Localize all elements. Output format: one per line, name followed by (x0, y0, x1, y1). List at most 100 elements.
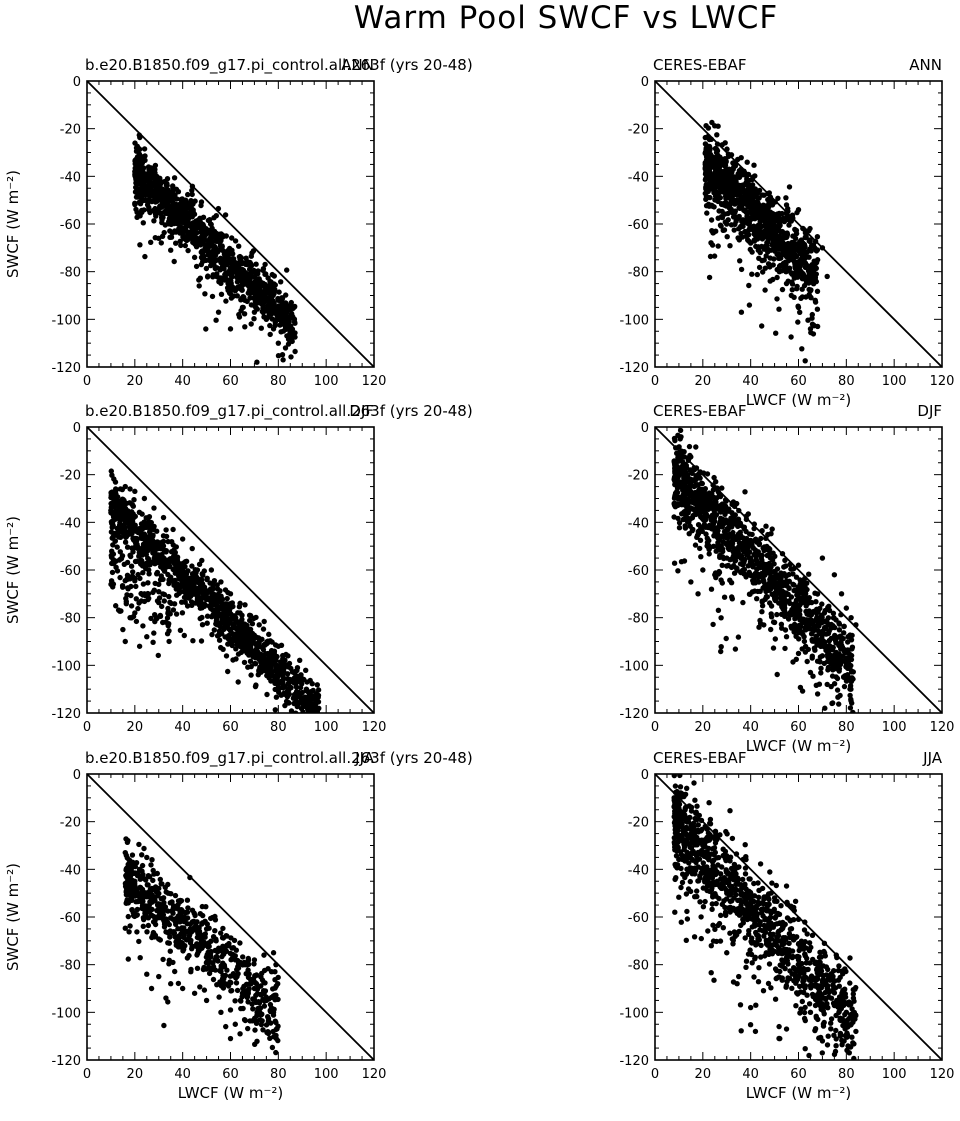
data-point (737, 258, 743, 264)
data-point (749, 182, 756, 188)
data-point (725, 193, 731, 200)
data-point (115, 530, 121, 536)
data-point (789, 239, 795, 246)
data-point (756, 195, 762, 201)
data-point (167, 234, 173, 240)
data-point (110, 581, 117, 587)
data-point (801, 638, 808, 645)
data-point (729, 209, 735, 216)
data-point (782, 645, 788, 652)
data-point (282, 322, 288, 328)
data-point (274, 675, 280, 681)
data-point (165, 557, 171, 563)
data-point (729, 594, 735, 600)
data-point (257, 654, 263, 661)
scatter-points (132, 132, 298, 365)
y-tick-label: -40 (60, 170, 81, 185)
data-point (713, 530, 720, 537)
data-point (226, 632, 232, 639)
data-point (134, 209, 140, 215)
data-point (247, 626, 254, 633)
data-point (263, 651, 269, 657)
data-point (232, 238, 239, 244)
data-point (170, 607, 177, 613)
data-point (248, 321, 254, 327)
data-point (276, 667, 283, 674)
data-point (743, 209, 749, 215)
data-point (314, 736, 319, 741)
data-point (285, 653, 291, 659)
data-point (223, 270, 229, 276)
data-point (194, 229, 200, 236)
data-point (141, 495, 148, 502)
y-tick-label: -20 (60, 123, 81, 138)
data-point (299, 681, 305, 687)
data-point (248, 663, 254, 670)
data-point (277, 322, 283, 328)
data-point (743, 192, 749, 199)
data-point (275, 340, 282, 346)
data-point (847, 692, 853, 699)
data-point (793, 656, 799, 662)
data-point (233, 656, 239, 662)
data-point (730, 563, 737, 569)
data-point (110, 551, 116, 557)
data-point (718, 615, 724, 621)
data-point (181, 215, 188, 221)
data-point (225, 641, 231, 647)
data-point (684, 496, 691, 502)
data-point (723, 159, 729, 165)
data-point (193, 263, 200, 270)
data-point (272, 307, 278, 313)
data-point (268, 647, 275, 654)
data-point (118, 525, 125, 532)
data-point (263, 316, 270, 323)
x-tick-label: 40 (174, 374, 191, 389)
data-point (811, 274, 817, 280)
data-point (722, 504, 728, 510)
data-point (779, 210, 785, 217)
data-point (133, 596, 139, 602)
data-point (210, 591, 217, 597)
data-point (122, 513, 129, 519)
data-point (756, 187, 763, 194)
data-point (141, 146, 148, 152)
data-point (136, 600, 142, 606)
data-point (697, 545, 703, 552)
data-point (227, 603, 233, 610)
data-point (762, 287, 768, 293)
data-point (189, 191, 195, 198)
data-point (304, 713, 309, 718)
data-point (776, 600, 782, 606)
data-point (756, 624, 762, 630)
reference-line (86, 80, 375, 368)
x-tick-label: 20 (127, 720, 144, 735)
data-point (191, 220, 197, 226)
data-point (801, 244, 807, 250)
data-point (249, 621, 256, 627)
y-tick-label: 0 (73, 421, 81, 436)
data-point (138, 561, 144, 567)
panel-left-title: b.e20.B1850.f09_g17.pi_control.all.263f … (85, 56, 473, 75)
data-point (771, 216, 778, 222)
data-point (235, 610, 241, 616)
data-point (759, 233, 766, 239)
data-point (837, 633, 843, 639)
data-point (724, 221, 730, 227)
data-point (809, 655, 815, 661)
data-point (143, 515, 149, 521)
data-point (189, 214, 195, 220)
data-point (785, 258, 792, 264)
data-point (722, 511, 728, 517)
data-point (281, 302, 288, 309)
data-point (128, 563, 135, 569)
data-point (799, 688, 806, 694)
data-point (151, 630, 157, 636)
data-point (763, 545, 769, 551)
data-point (122, 539, 129, 545)
data-point (178, 242, 184, 249)
data-point (671, 560, 678, 566)
data-point (279, 352, 286, 358)
data-point (182, 594, 189, 601)
